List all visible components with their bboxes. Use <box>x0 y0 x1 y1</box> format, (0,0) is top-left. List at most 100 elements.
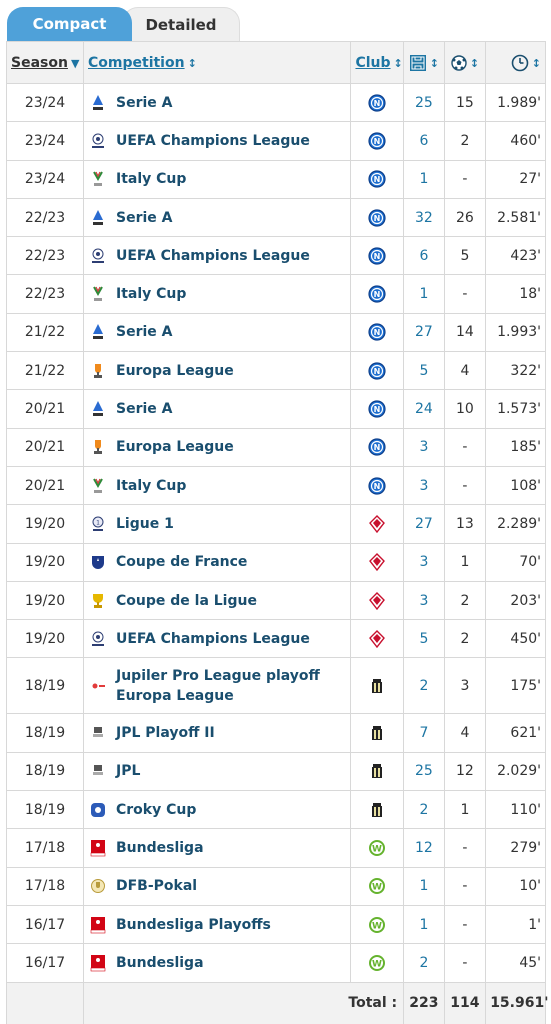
tab-detailed[interactable]: Detailed <box>122 7 240 41</box>
competition-link[interactable]: JPL Playoff II <box>116 725 215 742</box>
appearances-cell[interactable]: 12 <box>403 828 445 868</box>
serie-a-logo-icon <box>90 209 106 227</box>
wolfsburg-badge-icon[interactable]: W <box>368 839 386 857</box>
charleroi-badge-icon[interactable] <box>368 801 386 819</box>
napoli-badge-icon[interactable]: N <box>368 170 386 188</box>
competition-link[interactable]: UEFA Champions League <box>116 132 310 149</box>
napoli-badge-icon[interactable]: N <box>368 477 386 495</box>
competition-link[interactable]: Bundesliga <box>116 954 204 971</box>
competition-link[interactable]: Coupe de France <box>116 554 248 571</box>
appearances-cell[interactable]: 2 <box>403 790 445 830</box>
competition-link[interactable]: Coupe de la Ligue <box>116 592 257 609</box>
season-cell: 18/19 <box>6 790 84 830</box>
appearances-header[interactable]: ↕ <box>403 41 445 84</box>
lille-badge-icon[interactable] <box>368 514 386 534</box>
appearances-cell[interactable]: 3 <box>403 465 445 506</box>
appearances-cell[interactable]: 27 <box>403 504 445 544</box>
appearances-cell[interactable]: 5 <box>403 619 445 659</box>
appearances-cell[interactable]: 6 <box>403 121 445 161</box>
competition-link[interactable]: Serie A <box>116 324 173 341</box>
competition-link[interactable]: Serie A <box>116 94 173 111</box>
appearances-cell[interactable]: 32 <box>403 197 445 238</box>
appearances-cell[interactable]: 25 <box>403 82 445 123</box>
minutes-cell: 185' <box>485 427 546 467</box>
minutes-header[interactable]: ↕ <box>485 41 546 84</box>
appearances-cell[interactable]: 2 <box>403 657 445 715</box>
napoli-badge-icon[interactable]: N <box>368 247 386 265</box>
appearances-cell[interactable]: 25 <box>403 751 445 792</box>
competition-header-label[interactable]: Competition <box>88 54 185 71</box>
competition-link[interactable]: Serie A <box>116 209 173 226</box>
napoli-badge-icon[interactable]: N <box>368 438 386 456</box>
wolfsburg-badge-icon[interactable]: W <box>368 877 386 895</box>
season-cell: 17/18 <box>6 828 84 868</box>
sort-icon[interactable]: ↕ <box>187 56 197 70</box>
wolfsburg-badge-icon[interactable]: W <box>368 916 386 934</box>
sort-icon[interactable]: ↕ <box>429 56 439 70</box>
competition-link[interactable]: Croky Cup <box>116 801 197 818</box>
competition-cell: Coupe de la Ligue <box>82 580 352 621</box>
charleroi-badge-icon[interactable] <box>368 762 386 780</box>
competition-link[interactable]: UEFA Champions League <box>116 247 310 264</box>
napoli-badge-icon[interactable]: N <box>368 94 386 112</box>
competition-link[interactable]: JPL <box>116 763 141 780</box>
napoli-badge-icon[interactable]: N <box>368 132 386 150</box>
competition-link[interactable]: UEFA Champions League <box>116 630 310 647</box>
sort-icon[interactable]: ↕ <box>393 56 403 70</box>
appearances-cell[interactable]: 27 <box>403 312 445 353</box>
napoli-badge-icon[interactable]: N <box>368 400 386 418</box>
appearances-cell[interactable]: 3 <box>403 580 445 621</box>
appearances-cell[interactable]: 3 <box>403 427 445 467</box>
napoli-badge-icon[interactable]: N <box>368 285 386 303</box>
appearances-cell[interactable]: 1 <box>403 866 445 906</box>
appearances-cell[interactable]: 1 <box>403 159 445 199</box>
sort-desc-icon[interactable]: ▼ <box>70 56 80 70</box>
competition-link[interactable]: Italy Cup <box>116 286 187 303</box>
club-header-label[interactable]: Club <box>355 54 391 71</box>
ucl-logo-icon <box>90 247 106 265</box>
napoli-badge-icon[interactable]: N <box>368 208 386 227</box>
competition-link[interactable]: Bundesliga Playoffs <box>116 916 271 933</box>
lille-badge-icon[interactable] <box>368 591 386 610</box>
table-row: 19/20 UEFA Champions League 5 2 450' <box>6 619 546 659</box>
goals-cell: - <box>443 427 487 467</box>
appearances-cell[interactable]: 24 <box>403 389 445 429</box>
season-cell: 22/23 <box>6 236 84 276</box>
table-row: 23/24 Serie A N 25 15 1.989' <box>6 82 546 123</box>
appearances-cell[interactable]: 2 <box>403 943 445 983</box>
minutes-cell: 1' <box>485 904 546 945</box>
appearances-cell[interactable]: 3 <box>403 542 445 582</box>
svg-text:N: N <box>374 443 381 452</box>
appearances-cell[interactable]: 7 <box>403 713 445 753</box>
club-header[interactable]: Club ↕ <box>350 41 405 84</box>
goals-header[interactable]: ↕ <box>443 41 487 84</box>
club-cell: W <box>350 904 405 945</box>
competition-header[interactable]: Competition ↕ <box>82 41 352 84</box>
competition-link[interactable]: Italy Cup <box>116 477 187 494</box>
appearances-cell[interactable]: 1 <box>403 904 445 945</box>
appearances-cell[interactable]: 1 <box>403 274 445 314</box>
season-header-label[interactable]: Season <box>11 54 68 71</box>
competition-link[interactable]: Bundesliga <box>116 839 204 856</box>
charleroi-badge-icon[interactable] <box>368 677 386 695</box>
club-cell <box>350 580 405 621</box>
sort-icon[interactable]: ↕ <box>531 56 541 70</box>
competition-link[interactable]: Italy Cup <box>116 171 187 188</box>
napoli-badge-icon[interactable]: N <box>368 362 386 380</box>
season-header[interactable]: Season ▼ <box>6 41 84 84</box>
lille-badge-icon[interactable] <box>368 629 386 648</box>
competition-link[interactable]: Jupiler Pro League playoff Europa League <box>116 667 320 704</box>
competition-link[interactable]: Europa League <box>116 439 234 456</box>
competition-link[interactable]: Ligue 1 <box>116 515 174 532</box>
tab-compact[interactable]: Compact <box>7 7 132 41</box>
wolfsburg-badge-icon[interactable]: W <box>368 954 386 972</box>
competition-link[interactable]: Europa League <box>116 362 234 379</box>
competition-link[interactable]: Serie A <box>116 401 173 418</box>
appearances-cell[interactable]: 5 <box>403 351 445 391</box>
charleroi-badge-icon[interactable] <box>368 724 386 742</box>
napoli-badge-icon[interactable]: N <box>368 323 386 342</box>
appearances-cell[interactable]: 6 <box>403 236 445 276</box>
sort-icon[interactable]: ↕ <box>469 56 480 70</box>
competition-link[interactable]: DFB-Pokal <box>116 878 198 895</box>
lille-badge-icon[interactable] <box>368 553 386 572</box>
